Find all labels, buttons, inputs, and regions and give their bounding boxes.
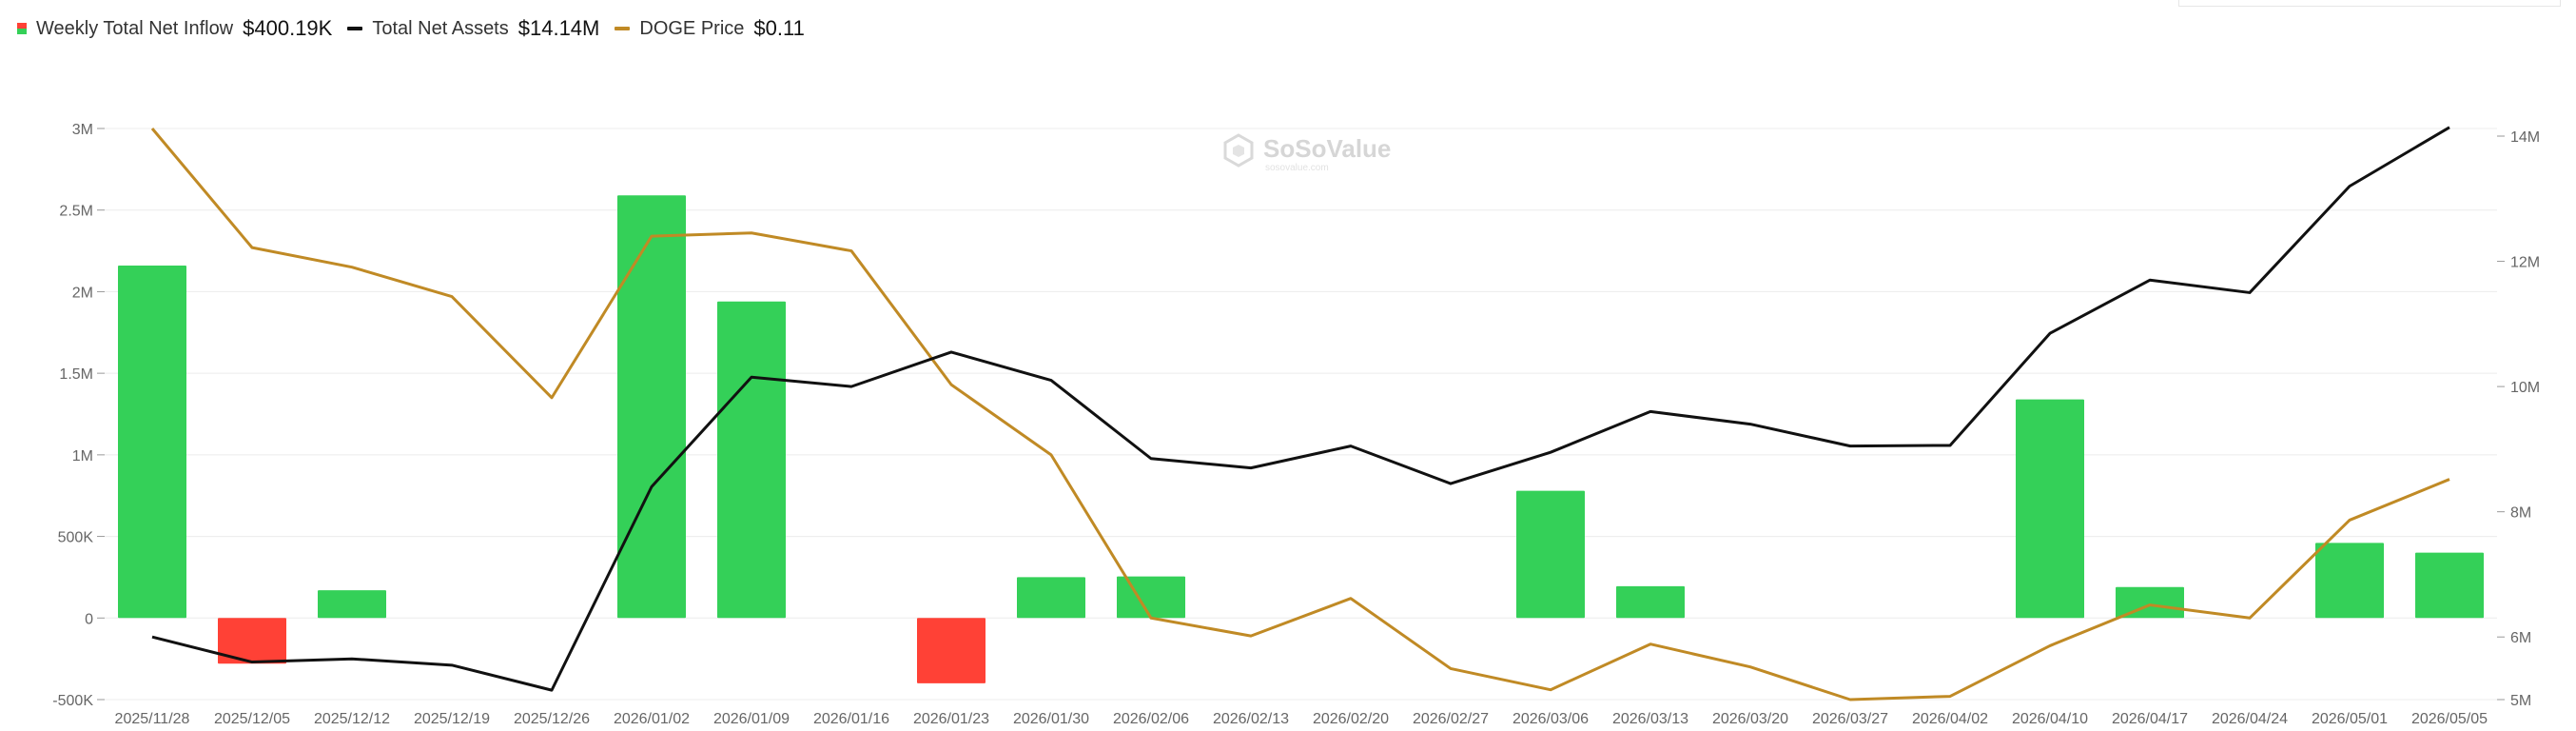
y-left-tick-label: 1M bbox=[72, 448, 93, 464]
inflow-bars bbox=[118, 195, 2484, 683]
legend-price-label: DOGE Price bbox=[639, 17, 745, 39]
inflow-bar bbox=[1616, 585, 1685, 619]
x-tick-label: 2025/12/26 bbox=[514, 711, 590, 727]
watermark: SoSoValue sosovalue.com bbox=[1223, 133, 1391, 173]
inflow-bar bbox=[1117, 576, 1185, 619]
y-right-tick-label: 10M bbox=[2510, 380, 2540, 396]
y-left-tick-label: 1.5M bbox=[59, 366, 93, 383]
legend-inflow-label: Weekly Total Net Inflow bbox=[36, 17, 234, 39]
doge-price-line bbox=[150, 128, 2450, 701]
y-left-tick-label: 0 bbox=[85, 611, 93, 627]
x-axis: 2025/11/28 2025/12/05 2025/12/12 2025/12/19… bbox=[115, 711, 2488, 727]
watermark-name: SoSoValue bbox=[1263, 134, 1391, 163]
x-tick-label: 2026/03/20 bbox=[1712, 711, 1788, 727]
x-tick-label: 2026/01/30 bbox=[1013, 711, 1089, 727]
x-tick-label: 2025/12/12 bbox=[314, 711, 390, 727]
total-net-assets-line bbox=[151, 126, 2450, 692]
x-tick-label: 2026/02/06 bbox=[1113, 711, 1189, 727]
inflow-bar bbox=[617, 195, 686, 619]
sosovalue-logo-icon bbox=[1223, 133, 1254, 168]
inflow-swatch-icon bbox=[17, 23, 27, 34]
inflow-bar bbox=[917, 618, 986, 683]
legend-item-assets[interactable]: Total Net Assets $14.14M bbox=[347, 16, 599, 41]
x-tick-label: 2026/02/13 bbox=[1213, 711, 1289, 727]
inflow-bar bbox=[1017, 577, 1085, 619]
chart-legend: Weekly Total Net Inflow $400.19K Total N… bbox=[17, 13, 805, 44]
watermark-domain: sosovalue.com bbox=[1265, 163, 1329, 173]
x-tick-label: 2026/03/06 bbox=[1512, 711, 1589, 727]
x-tick-label: 2025/12/19 bbox=[414, 711, 490, 727]
x-tick-label: 2026/04/10 bbox=[2012, 711, 2088, 727]
y-left-tick-label: 500K bbox=[58, 530, 94, 546]
x-tick-label: 2026/04/02 bbox=[1912, 711, 1988, 727]
grid-lines bbox=[105, 128, 2497, 701]
y-left-tick-label: 2M bbox=[72, 285, 93, 301]
legend-assets-label: Total Net Assets bbox=[372, 17, 509, 39]
x-tick-label: 2026/01/16 bbox=[813, 711, 889, 727]
y-right-tick-label: 5M bbox=[2510, 693, 2531, 709]
y-left-tick-label: -500K bbox=[52, 693, 93, 709]
x-tick-label: 2025/12/05 bbox=[214, 711, 290, 727]
y-axis-left: -500K 0 500K 1M 1.5M 2M 2.5M 3M bbox=[52, 122, 105, 709]
x-tick-label: 2026/01/23 bbox=[913, 711, 989, 727]
inflow-swatch-negative bbox=[17, 23, 27, 29]
x-tick-label: 2026/01/02 bbox=[614, 711, 690, 727]
inflow-bar bbox=[2116, 586, 2184, 619]
legend-assets-value: $14.14M bbox=[517, 16, 600, 40]
top-right-control bbox=[2178, 0, 2561, 7]
legend-item-price[interactable]: DOGE Price $0.11 bbox=[615, 16, 805, 41]
inflow-bar bbox=[1516, 490, 1585, 619]
y-left-tick-label: 2.5M bbox=[59, 204, 93, 220]
legend-item-inflow[interactable]: Weekly Total Net Inflow $400.19K bbox=[17, 16, 332, 41]
y-right-tick-label: 14M bbox=[2510, 129, 2540, 146]
inflow-swatch-positive bbox=[17, 29, 27, 34]
series-lines bbox=[150, 126, 2450, 701]
legend-inflow-value: $400.19K bbox=[243, 16, 333, 40]
inflow-bar bbox=[2415, 552, 2484, 619]
inflow-bar bbox=[118, 266, 186, 619]
x-tick-label: 2026/02/20 bbox=[1313, 711, 1389, 727]
legend-price-value: $0.11 bbox=[753, 16, 805, 40]
x-tick-label: 2026/03/13 bbox=[1612, 711, 1688, 727]
x-tick-label: 2026/04/17 bbox=[2112, 711, 2188, 727]
inflow-bar bbox=[218, 618, 286, 664]
y-axis-right: 5M 6M 8M 10M 12M 14M bbox=[2497, 129, 2540, 709]
inflow-bar bbox=[717, 301, 786, 619]
x-tick-label: 2026/05/05 bbox=[2411, 711, 2488, 727]
x-tick-label: 2025/11/28 bbox=[115, 711, 190, 727]
y-right-tick-label: 8M bbox=[2510, 505, 2531, 522]
y-left-tick-label: 3M bbox=[72, 122, 93, 138]
assets-swatch-icon bbox=[347, 27, 363, 30]
price-swatch-icon bbox=[615, 27, 631, 30]
inflow-bar bbox=[2016, 399, 2084, 619]
y-right-tick-label: 6M bbox=[2510, 630, 2531, 646]
x-tick-label: 2026/02/27 bbox=[1413, 711, 1489, 727]
x-tick-label: 2026/04/24 bbox=[2212, 711, 2288, 727]
inflow-bar bbox=[318, 590, 386, 619]
inflow-bar bbox=[2315, 543, 2384, 619]
x-tick-label: 2026/01/09 bbox=[713, 711, 790, 727]
x-tick-label: 2026/05/01 bbox=[2312, 711, 2388, 727]
x-tick-label: 2026/03/27 bbox=[1812, 711, 1888, 727]
y-right-tick-label: 12M bbox=[2510, 255, 2540, 271]
